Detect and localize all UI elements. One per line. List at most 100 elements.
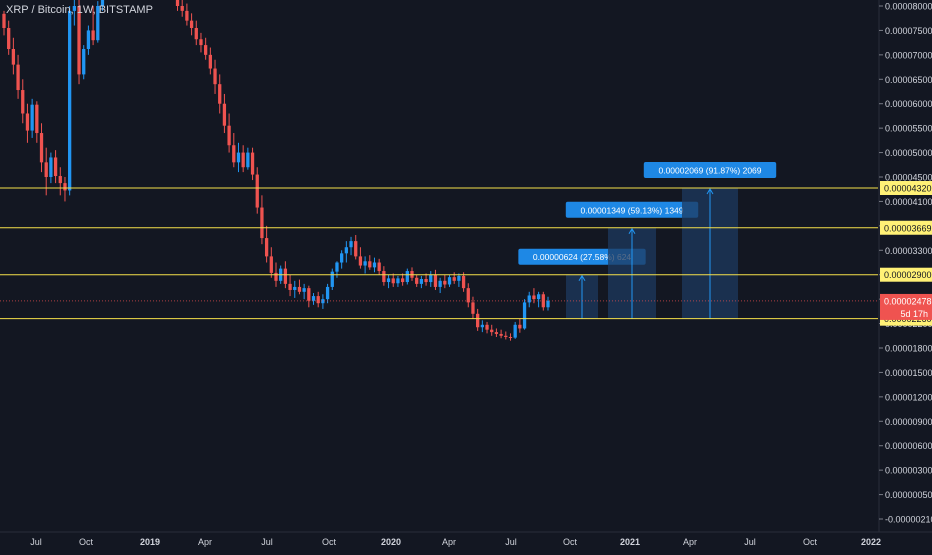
candle-body [466,288,470,303]
candle-body [175,0,180,6]
y-axis-tick-label: 0.00000600 [885,441,932,451]
level-price-badge [880,180,932,195]
candle-body [405,271,409,283]
candle-body [25,113,30,131]
symbol-legend: XRP / Bitcoin, 1W, BITSTAMP [6,4,153,16]
measure-label-bg [565,201,699,218]
candle-body [21,90,25,114]
candle-body [368,261,372,268]
candle-body [180,6,184,11]
y-axis-tick-label: 0.00001200 [885,392,932,402]
candle-body [447,277,452,285]
candle-body [227,125,231,146]
candle-body [372,262,377,268]
measure-label-bg [643,161,777,178]
candle-body [100,0,105,6]
candle-body [53,157,58,177]
candle-body [438,280,442,287]
candle-body [354,241,358,257]
candle-body [260,207,264,239]
candle-body [518,324,522,329]
candle-body [222,103,227,126]
candle-body [11,48,16,65]
candle-body [340,253,344,263]
y-axis-tick-label: 0.00008000 [885,2,932,12]
candle-body [208,54,212,69]
candle-body [246,152,250,168]
candle-body [499,333,503,336]
candle-body [86,30,91,49]
candle-body [494,332,499,334]
x-axis-tick-label: Oct [79,537,94,547]
x-axis-tick-label: Apr [198,537,212,547]
current-price-label: 0.00002478 [884,296,932,306]
candle-body [236,152,241,163]
y-axis-tick-label: 0.00000900 [885,417,932,427]
candle-body [476,313,480,328]
bar-countdown-label: 5d 17h [900,309,928,319]
candle-body [358,256,363,266]
candle-body [49,157,53,177]
candle-body [39,133,44,163]
y-axis-tick-label: 0.00003300 [885,246,932,256]
candle-body [199,39,203,46]
candle-body [504,335,508,338]
current-price-badge [880,293,932,320]
candle-body [189,20,194,28]
candle-body [480,324,484,328]
level-price-badge [880,267,932,282]
candle-body [63,183,67,191]
candle-body [415,277,419,284]
x-axis-tick-label: Oct [322,537,337,547]
candle-body [16,64,20,91]
candle-body [349,241,353,248]
candle-body [297,286,302,292]
candle-body [335,262,339,272]
candle-body [250,152,255,175]
candle-body [185,10,189,21]
candle-body [35,104,39,134]
candle-body [386,278,391,283]
candle-body [443,280,447,285]
x-axis-tick-label: Jul [505,537,517,547]
candle-body [264,238,269,257]
y-axis-tick-label: 0.00004100 [885,197,932,207]
candle-body [311,296,316,301]
candle-body [522,302,527,329]
x-axis-tick-label: Jul [261,537,273,547]
y-axis-tick-label: 0.00007500 [885,26,932,36]
measure-label: 0.00001349 (59.13%) 1349 [580,205,683,215]
candle-body [419,278,424,284]
candle-body [241,152,245,168]
measure-arrow-head [628,227,636,235]
y-axis-tick-label: 0.00000300 [885,466,932,476]
candle-body [96,6,100,41]
candle-body [44,162,48,177]
candle-body [485,324,489,330]
candle-body [536,294,541,300]
candle-body [218,84,222,104]
candle-body [68,10,72,191]
x-axis-tick-label: Oct [563,537,578,547]
y-axis-tick-label: 0.00006500 [885,75,932,85]
y-axis-tick-label: -0.00000210 [885,515,932,525]
x-axis-tick-label: 2021 [620,537,640,547]
y-axis-tick-label: 0.00001800 [885,344,932,354]
y-axis-tick-label: 0.00005500 [885,124,932,134]
candle-body [452,277,456,281]
candle-body [316,296,320,304]
measure-arrow-head [706,188,714,195]
y-axis-tick-label: 0.00000050 [885,490,932,500]
candle-body [546,300,550,308]
candle-body [82,48,86,75]
candle-body [527,295,531,303]
candle-body [194,27,198,40]
candle-body [513,324,517,338]
measure-arrow-head [578,274,586,281]
candle-body [400,278,405,283]
candle-body [2,13,6,28]
x-axis-tick-label: Oct [803,537,818,547]
measure-label: 0.00000624 (27.58%) 624 [533,252,632,262]
